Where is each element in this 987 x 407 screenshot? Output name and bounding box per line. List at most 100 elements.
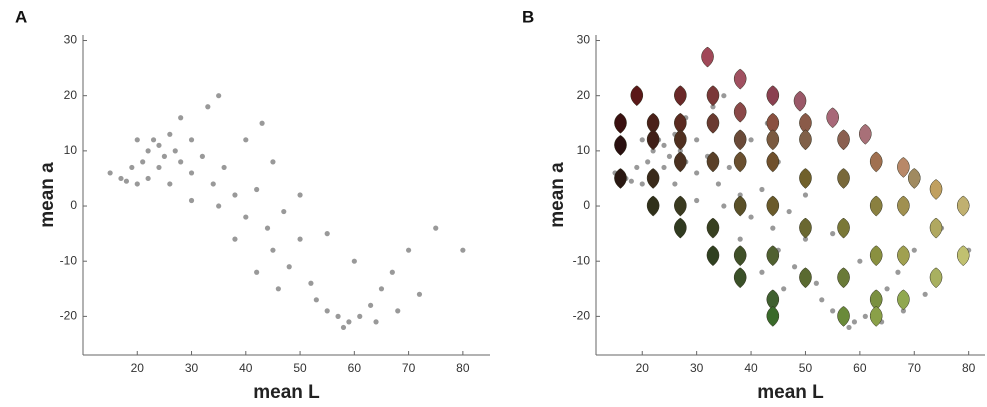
point — [243, 137, 249, 143]
point — [199, 153, 205, 159]
x-axis-label: mean L — [757, 382, 824, 402]
point — [297, 236, 303, 242]
y-tick-label: 10 — [577, 143, 591, 157]
leaf — [956, 245, 970, 267]
leaf — [614, 168, 627, 189]
point — [216, 93, 222, 99]
point — [672, 181, 678, 187]
leaf — [674, 217, 687, 239]
leaf — [766, 245, 780, 267]
point — [830, 231, 836, 237]
point — [748, 137, 754, 143]
point — [759, 269, 765, 275]
point — [759, 186, 765, 193]
point — [167, 131, 173, 137]
leaf — [674, 151, 687, 173]
point — [232, 192, 238, 198]
leaf — [706, 151, 720, 173]
y-tick-label: 20 — [577, 88, 591, 102]
leaf — [908, 168, 921, 189]
y-tick-label: 0 — [70, 198, 77, 212]
leaf — [733, 245, 747, 267]
point — [813, 280, 819, 286]
leaf — [869, 195, 883, 217]
leaf — [956, 195, 970, 217]
point — [156, 164, 162, 171]
leaf — [706, 85, 720, 107]
point — [145, 175, 151, 182]
point — [791, 264, 798, 270]
point — [857, 258, 863, 264]
leaf — [799, 217, 812, 239]
point — [161, 153, 167, 159]
point — [281, 208, 287, 215]
leaf — [766, 306, 780, 327]
point — [134, 181, 140, 187]
point — [628, 178, 634, 184]
panel-label: A — [15, 7, 27, 26]
point — [313, 297, 319, 303]
point — [922, 291, 928, 297]
y-tick-label: 30 — [577, 33, 591, 47]
point — [911, 247, 917, 253]
leaf — [897, 289, 910, 311]
point — [781, 286, 787, 292]
leaf — [706, 217, 720, 239]
point — [107, 170, 113, 176]
point — [324, 231, 330, 237]
x-tick-label: 30 — [690, 361, 704, 375]
y-tick-label: 20 — [64, 88, 78, 102]
leaf — [837, 168, 850, 189]
point — [346, 319, 352, 325]
leaf — [733, 68, 747, 90]
point — [645, 159, 651, 165]
point — [721, 203, 727, 209]
point — [694, 197, 700, 204]
point — [460, 247, 466, 253]
point — [802, 192, 809, 198]
point — [351, 258, 357, 264]
point — [210, 181, 216, 187]
y-tick-label: -20 — [573, 309, 591, 323]
point — [726, 164, 732, 171]
y-tick-label: 30 — [64, 33, 78, 47]
leaf — [859, 124, 872, 145]
x-tick-label: 80 — [962, 361, 976, 375]
y-tick-label: -10 — [573, 253, 591, 267]
point — [118, 175, 124, 182]
leaf — [799, 129, 812, 151]
point — [721, 93, 727, 99]
point — [216, 203, 222, 209]
point — [650, 148, 656, 154]
point — [297, 192, 303, 198]
leaf — [837, 267, 850, 289]
x-tick-label: 80 — [456, 361, 470, 375]
point — [134, 137, 140, 143]
point — [851, 319, 858, 325]
leaf — [869, 245, 883, 267]
point — [178, 115, 184, 121]
point — [172, 148, 178, 154]
leaf — [646, 195, 660, 217]
point — [770, 225, 776, 231]
leaf — [826, 107, 839, 129]
point — [368, 302, 374, 308]
point — [639, 137, 645, 143]
leaf — [733, 151, 747, 173]
leaf — [837, 306, 850, 327]
point — [830, 308, 836, 314]
point — [694, 137, 700, 143]
point — [123, 178, 130, 184]
leaf — [614, 112, 627, 134]
point — [661, 142, 667, 148]
point — [748, 214, 754, 220]
panel-label: B — [522, 7, 534, 26]
x-tick-label: 60 — [853, 361, 867, 375]
point — [205, 104, 211, 110]
leaf — [733, 195, 747, 217]
leaf — [897, 157, 910, 178]
point — [715, 181, 722, 187]
point — [895, 269, 901, 275]
point — [378, 286, 385, 292]
leaf — [799, 168, 812, 189]
